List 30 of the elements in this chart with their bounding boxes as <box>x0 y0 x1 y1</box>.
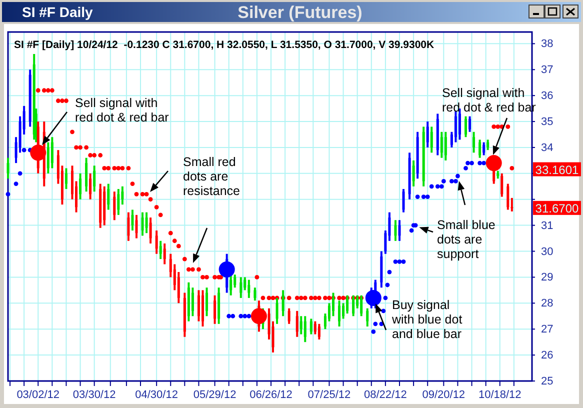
annotation: 31.6700 <box>535 201 580 216</box>
annotation: Buy signal with blue dot and blue bar <box>391 298 463 341</box>
y-tick-label: 30 <box>541 246 554 258</box>
y-tick-label: 34 <box>541 142 554 154</box>
y-tick-label: 36 <box>541 90 554 102</box>
annotation: 33.1601 <box>535 162 580 177</box>
x-tick-label: 07/25/12 <box>308 389 351 401</box>
x-tick-label: 05/29/12 <box>193 389 236 401</box>
x-tick-label: 09/20/12 <box>422 389 466 401</box>
y-tick-label: 27 <box>541 324 554 336</box>
x-tick-label: 03/02/12 <box>16 389 60 401</box>
annotation: Small blue dots are support <box>437 218 496 261</box>
y-tick-label: 29 <box>541 272 554 284</box>
x-tick-label: 10/18/12 <box>478 389 522 401</box>
y-tick-label: 25 <box>541 376 554 388</box>
y-tick-label: 37 <box>541 64 554 76</box>
chart-title: Silver (Futures) <box>238 3 362 22</box>
y-tick-label: 31 <box>541 220 554 232</box>
y-tick-label: 38 <box>541 38 554 50</box>
y-tick-label: 26 <box>541 350 554 362</box>
x-tick-label: 08/22/12 <box>364 389 407 401</box>
annotation: SI #F [Daily] 10/24/12 -0.1230 C 31.6700, H 32.0550, L 31.5350, O 31.7000, V 39.9300K <box>14 39 435 51</box>
x-tick-label: 04/30/12 <box>135 389 178 401</box>
chart-subtitle: SI #F Daily <box>22 4 94 20</box>
y-tick-label: 35 <box>541 116 554 128</box>
annotation: Small red dots are resistance <box>183 155 240 198</box>
x-tick-label: 03/30/12 <box>72 389 116 401</box>
annotation: Sell signal with red dot & red bar <box>75 96 169 124</box>
y-tick-label: 28 <box>541 298 554 310</box>
x-tick-label: 06/26/12 <box>250 389 292 401</box>
